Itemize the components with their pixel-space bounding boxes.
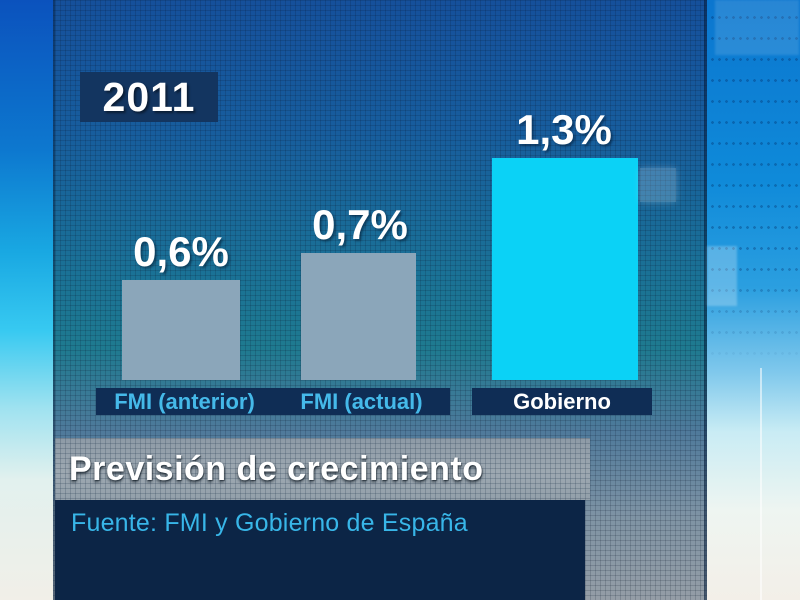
category-label-fmi-anterior: FMI (anterior) [114,388,255,414]
year-label: 2011 [102,73,196,120]
category-label-bar-fmi: FMI (anterior) FMI (actual) [96,388,450,415]
background-glare-artifact [715,0,799,55]
bar-value-label-gobierno: 1,3% [516,106,612,153]
bar-fmi-anterior [122,280,240,380]
category-label-fmi-actual: FMI (actual) [300,388,423,414]
chart-title: Previsión de crecimiento [69,449,484,488]
right-gradient-strip [707,0,800,600]
chart-source-bar: Fuente: FMI y Gobierno de España [55,500,585,600]
left-gradient-strip [0,0,53,600]
background-glare-artifact [640,168,676,202]
dotted-texture [707,0,800,372]
bar-fmi-actual [301,253,416,380]
category-label-gobierno: Gobierno [513,388,611,414]
bar-value-label-fmi-anterior: 0,6% [133,228,229,275]
background-glare-artifact [707,246,737,306]
chart-title-bar: Previsión de crecimiento [55,438,590,500]
bar-gobierno [492,158,638,380]
vertical-highlight-line [760,368,762,600]
chart-source-text: Fuente: FMI y Gobierno de España [71,509,468,537]
year-badge: 2011 [80,72,218,122]
bar-value-label-fmi-actual: 0,7% [312,201,408,248]
chart-panel: 2011 0,6% 0,7% 1,3% FMI (anterior) FMI (… [53,0,707,600]
category-label-bar-gobierno: Gobierno [472,388,652,415]
